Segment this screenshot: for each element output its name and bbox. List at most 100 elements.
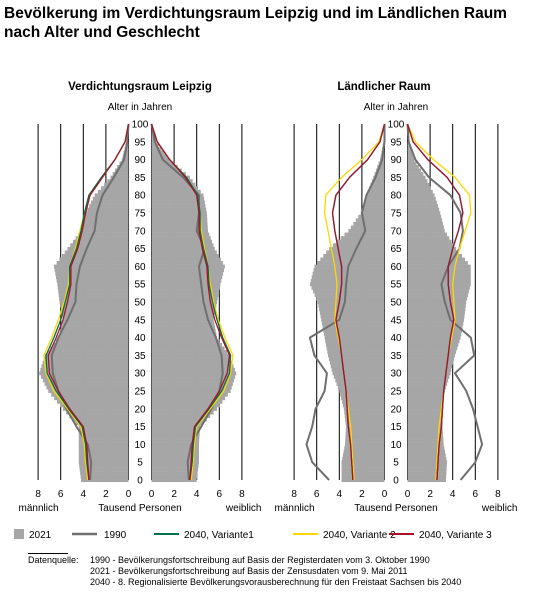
panel1-age-tick-label: 55	[134, 280, 146, 291]
panel2-male-bar-2021	[375, 168, 385, 173]
panel2-female-bar-2021	[407, 239, 452, 244]
panel1-male-bar-2021	[78, 453, 129, 458]
panel1-female-bar-2021	[151, 318, 214, 322]
panel1-female-bar-2021	[151, 346, 225, 351]
panel1-age-tick-label: 25	[134, 387, 146, 398]
panel1-female-bar-2021	[151, 182, 196, 187]
panel2-male-bar-2021	[341, 396, 385, 401]
panel1-male-bar-2021	[112, 172, 129, 176]
panel1-female-bar-2021	[151, 310, 216, 315]
panel1-age-tick-label: 65	[134, 244, 146, 255]
panel2-female-bar-2021	[407, 211, 441, 216]
panel2-female-bar-2021	[407, 332, 462, 337]
panel2-male-bar-2021	[345, 417, 385, 422]
panel2-male-bar-2021	[355, 218, 385, 223]
panel1-male-bar-2021	[83, 218, 129, 223]
panel2-male-bar-2021	[361, 207, 385, 212]
panel1-female-bar-2021	[151, 378, 234, 383]
panel2-age-tick-label: 20	[390, 404, 402, 415]
panel1-female-bar-2021	[151, 147, 162, 151]
panel2-male-bar-2021	[317, 261, 385, 265]
legend-label-2040-variante-3: 2040, Variante 3	[419, 530, 492, 541]
panel1-female-bar-2021	[151, 261, 223, 265]
panel2-female-bar-2021	[407, 446, 445, 451]
panel1-age-tick-label: 15	[134, 422, 146, 433]
panel2-male-bar-2021	[370, 182, 385, 187]
panel2-title: Ländlicher Raum	[337, 81, 430, 93]
panel2-male-line-1990	[305, 124, 386, 481]
panel1-female-bar-2021	[151, 278, 222, 283]
panel1-female-bar-2021	[151, 435, 200, 440]
panel1-female-bar-2021	[151, 421, 204, 426]
panel1-female-bar-2021	[151, 236, 211, 240]
panel2-age-tick-label: 55	[390, 280, 402, 291]
panel2-female-bar-2021	[407, 236, 450, 240]
panel2-female-bar-2021	[407, 467, 447, 472]
panel1-age-tick-label: 70	[134, 226, 146, 237]
panel1-female-bar-2021	[151, 392, 228, 397]
panel2-female-bar-2021	[407, 389, 445, 394]
panel1-female-bar-2021	[151, 367, 235, 372]
panel1-male-bar-2021	[78, 232, 129, 237]
panel1-female-label: weiblich	[225, 503, 262, 514]
panel2-female-bar-2021	[407, 229, 445, 233]
panel1-male-bar-2021	[61, 310, 129, 315]
panel2-female-bar-2021	[407, 221, 443, 226]
panel1-female-bar-2021	[151, 207, 207, 212]
panel1-male-bar-2021	[92, 196, 129, 201]
panel1-female-bar-2021	[151, 196, 205, 201]
panel1-male-bar-2021	[59, 257, 129, 262]
panel1-male-bar-2021	[41, 364, 129, 369]
panel1-male-x-tick-label: 2	[103, 489, 109, 500]
footnote-line3: 2040 - 8. Regionalisierte Bevölkerungsvo…	[90, 577, 462, 587]
panel1-female-bar-2021	[151, 325, 216, 329]
panel1-female-bar-2021	[151, 250, 217, 255]
panel1-female-x-tick-label: 2	[171, 489, 177, 500]
panel1-female-bar-2021	[151, 417, 207, 422]
panel1-male-bar-2021	[78, 435, 129, 440]
panel2-male-bar-2021	[342, 403, 385, 408]
panel1-female-bar-2021	[151, 172, 186, 176]
panel1-male-bar-2021	[78, 456, 129, 461]
panel1-male-bar-2021	[72, 239, 129, 244]
panel2-male-bar-2021	[326, 346, 385, 351]
panel1-male-bar-2021	[62, 318, 129, 322]
legend-label-1990: 1990	[104, 530, 127, 541]
panel1-female-bar-2021	[151, 399, 223, 404]
panel2-male-bar-2021	[341, 478, 385, 483]
panel1-male-line-2040-variante1	[45, 123, 130, 481]
panel1-female-bar-2021	[151, 275, 223, 280]
panel2-female-bar-2021	[407, 374, 450, 379]
panel1-female-bar-2021	[151, 243, 214, 248]
panel2-female-label: weiblich	[481, 503, 518, 514]
panel1-male-bar-2021	[56, 278, 129, 283]
panel2-male-x-tick-label: 4	[337, 489, 343, 500]
panel1-male-bar-2021	[48, 389, 129, 394]
panel1-female-x-tick-label: 6	[217, 489, 223, 500]
panel2-male-bar-2021	[325, 342, 385, 347]
panel1-male-bar-2021	[78, 446, 129, 451]
panel1-female-bar-2021	[151, 175, 190, 180]
panel1-female-bar-2021	[151, 204, 206, 208]
panel1-female-bar-2021	[151, 143, 159, 148]
panel1-male-bar-2021	[78, 439, 129, 443]
panel2-female-bar-2021	[407, 200, 437, 205]
panel2-female-bar-2021	[407, 214, 442, 219]
panel2-female-bar-2021	[407, 303, 466, 308]
panel1-male-bar-2021	[59, 300, 129, 305]
panel1-female-bar-2021	[151, 300, 218, 305]
panel2-male-bar-2021	[360, 211, 385, 216]
panel2-age-tick-label: 45	[390, 315, 402, 326]
panel1-male-bar-2021	[97, 189, 129, 194]
panel2-age-tick-label: 100	[388, 120, 405, 131]
panel1-age-tick-label: 10	[134, 440, 146, 451]
panel1-female-bar-2021	[151, 382, 233, 386]
panel1-male-bar-2021	[121, 157, 129, 162]
panel2-female-bar-2021	[407, 357, 455, 362]
panel2-male-bar-2021	[325, 339, 385, 344]
panel1-male-x-tick-label: 4	[81, 489, 87, 500]
panel2-male-bar-2021	[333, 374, 385, 379]
legend-label-2040-variante-2: 2040, Variante 2	[323, 530, 396, 541]
panel2-female-bar-2021	[407, 321, 464, 326]
